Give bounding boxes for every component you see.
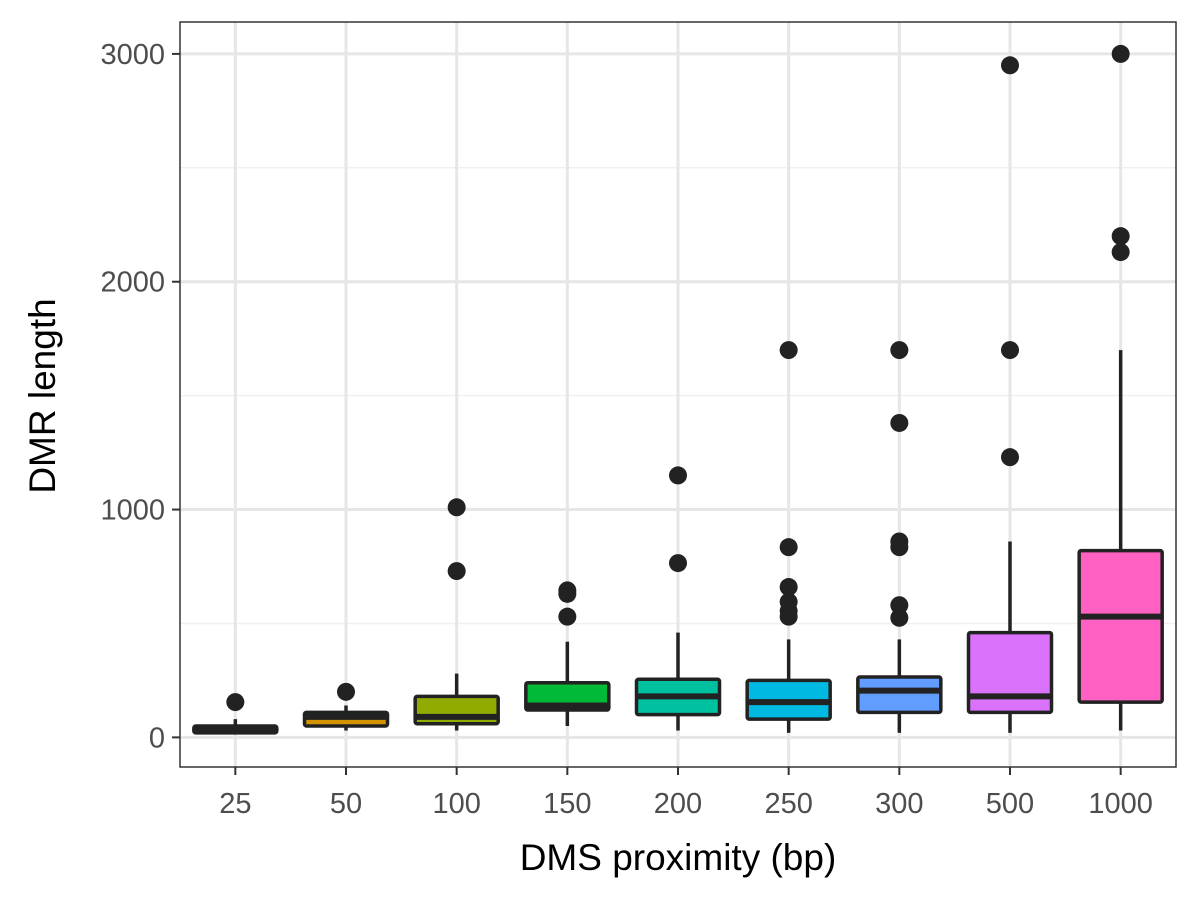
box-iqr — [856, 675, 943, 715]
box-iqr — [966, 630, 1054, 715]
outlier-point — [890, 596, 909, 615]
outlier-point — [1111, 243, 1130, 262]
outlier-point — [890, 413, 909, 432]
box-100 — [413, 498, 500, 731]
y-tick-label: 2000 — [100, 267, 165, 299]
outlier-point — [558, 581, 577, 600]
x-tick-label: 150 — [543, 788, 591, 820]
y-axis-title: DMR length — [22, 298, 63, 493]
outlier-point — [1111, 44, 1130, 63]
box-50 — [302, 682, 390, 731]
x-tick-label: 300 — [875, 788, 923, 820]
outlier-point — [779, 538, 798, 557]
axis-ticks — [172, 52, 1122, 775]
outlier-point — [337, 682, 355, 701]
x-tick-label: 25 — [219, 788, 251, 820]
outlier-point — [669, 554, 687, 573]
y-tick-label: 1000 — [100, 495, 165, 527]
outlier-point — [669, 466, 687, 485]
outlier-point — [1001, 341, 1019, 360]
x-tick-label: 200 — [654, 788, 702, 820]
x-tick-label: 500 — [986, 788, 1034, 820]
box-150 — [524, 581, 611, 726]
box-series — [192, 44, 1164, 735]
x-tick-label: 250 — [764, 788, 812, 820]
outlier-point — [447, 498, 466, 517]
outlier-point — [447, 562, 466, 581]
x-tick-label: 1000 — [1088, 788, 1153, 820]
outlier-point — [558, 607, 577, 626]
x-tick-label: 50 — [330, 788, 362, 820]
y-tick-label: 0 — [149, 722, 165, 754]
box-300 — [856, 341, 943, 733]
box-200 — [634, 466, 722, 731]
outlier-point — [226, 693, 245, 712]
tick-labels: 0 1000 2000 3000 25 50 100 150 200 250 300 500 1000 — [100, 39, 1152, 820]
box-500 — [966, 56, 1054, 733]
outlier-point — [1001, 56, 1019, 75]
outlier-point — [779, 578, 798, 597]
outlier-point — [779, 592, 798, 611]
x-tick-label: 100 — [432, 788, 480, 820]
box-iqr — [1077, 548, 1164, 704]
outlier-point — [1111, 227, 1130, 246]
x-axis-title: DMS proximity (bp) — [520, 837, 837, 878]
box-25 — [192, 693, 279, 735]
outlier-point — [890, 608, 909, 627]
y-tick-label: 3000 — [100, 39, 165, 71]
outlier-point — [1001, 448, 1019, 467]
box-250 — [745, 341, 832, 733]
outlier-point — [890, 532, 909, 551]
box-1000 — [1077, 44, 1164, 731]
outlier-point — [779, 341, 798, 360]
outlier-point — [890, 341, 909, 360]
